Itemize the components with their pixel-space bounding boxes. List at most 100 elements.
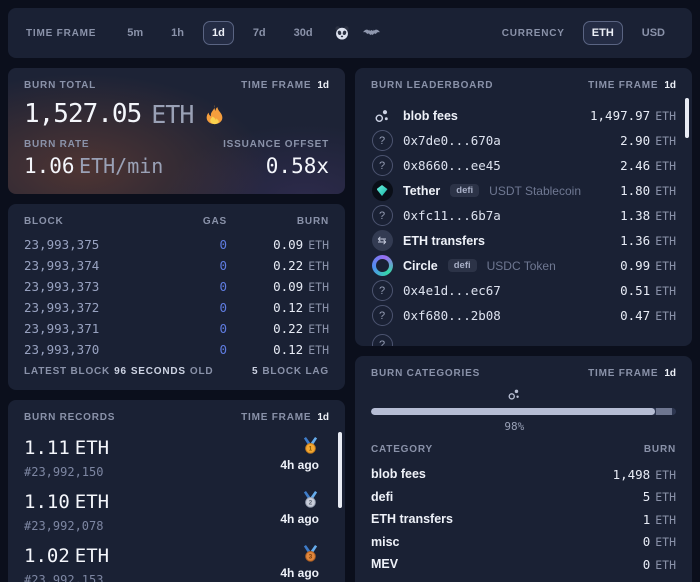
record-amount: 1.10 ETH [24, 491, 110, 513]
leaderboard-address: 0x7de0...670a [403, 133, 501, 148]
leaderboard-amount: 0.47 ETH [620, 308, 676, 323]
time-frame-selector: TIME FRAME 5m 1h 1d 7d 30d [26, 21, 382, 45]
leaderboard-amount: 2.90 ETH [620, 133, 676, 148]
burn-column-header: BURN [296, 216, 329, 227]
leaderboard-amount: 0.51 ETH [620, 283, 676, 298]
leaderboard-detail: USDT Stablecoin [489, 183, 581, 198]
silver-medal-icon: 2 [302, 491, 319, 508]
svg-text:2: 2 [309, 500, 313, 507]
leaderboard-address: 0x8660...ee45 [403, 158, 501, 173]
leaderboard-row[interactable]: ? 0x8660...ee45 2.46 ETH [371, 153, 676, 178]
bronze-medal-icon: 3 [302, 545, 319, 562]
unknown-contract-icon: ? [371, 205, 393, 226]
leaderboard-row[interactable]: Circle defi USDC Token 0.99 ETH [371, 253, 676, 278]
time-frame-1d-button[interactable]: 1d [202, 21, 234, 45]
time-frame-since-burn-button[interactable] [362, 23, 382, 43]
burn-leaderboard-title: BURN LEADERBOARD [371, 80, 494, 91]
record-block: #23,992,078 [24, 519, 104, 533]
record-block: #23,992,153 [24, 573, 104, 582]
time-frame-indicator: TIME FRAME 1d [241, 80, 329, 91]
latest-block-age: LATEST BLOCK 96 SECONDS OLD [24, 366, 214, 377]
burn-leaderboard-panel: BURN LEADERBOARD TIME FRAME 1d b [355, 68, 692, 346]
burn-total-unit: ETH [151, 99, 194, 129]
burn-total-title: BURN TOTAL [24, 80, 97, 91]
issuance-offset-label: ISSUANCE OFFSET [223, 139, 329, 150]
leaderboard-row[interactable]: blob fees 1,497.97 ETH [371, 103, 676, 128]
unknown-contract-icon: ? [371, 305, 393, 326]
time-frame-30d-button[interactable]: 30d [293, 27, 313, 39]
circle-usdc-icon [371, 255, 393, 276]
blob-fees-icon [371, 107, 393, 125]
leaderboard-amount: 1.80 ETH [620, 183, 676, 198]
leaderboard-address: 0xfc11...6b7a [403, 208, 501, 223]
currency-eth-button[interactable]: ETH [582, 21, 623, 45]
table-row: blob fees 1,498 ETH [371, 466, 676, 482]
list-item: 1.10 ETH #23,992,078 2 4h ago [24, 491, 329, 533]
time-frame-5m-button[interactable]: 5m [127, 27, 144, 39]
time-frame-1h-button[interactable]: 1h [171, 27, 184, 39]
unknown-contract-icon: ? [371, 280, 393, 301]
fire-icon [203, 103, 226, 126]
gas-column-header: GAS [202, 216, 227, 227]
top-bar: TIME FRAME 5m 1h 1d 7d 30d [8, 8, 692, 58]
list-item: 1.02 ETH #23,992,153 3 4h ago [24, 545, 329, 582]
leaderboard-amount: 2.46 ETH [620, 158, 676, 173]
issuance-offset-value: 0.58x [265, 154, 329, 178]
leaderboard-row[interactable]: ⇆ ETH transfers 1.36 ETH [371, 228, 676, 253]
block-lag: 5 BLOCK LAG [251, 366, 329, 377]
time-frame-indicator: TIME FRAME 1d [588, 368, 676, 379]
scrollbar[interactable] [685, 98, 689, 138]
unknown-contract-icon: ? [371, 334, 393, 346]
leaderboard-row[interactable]: ? 0xf680...2b08 0.47 ETH [371, 303, 676, 328]
table-row: misc 0 ETH [371, 534, 676, 550]
burn-rate-label: BURN RATE [24, 139, 90, 150]
burn-records-panel: BURN RECORDS TIME FRAME 1d 1.11 ETH #23,9… [8, 400, 345, 582]
time-frame-indicator: TIME FRAME 1d [241, 412, 329, 423]
record-amount: 1.11 ETH [24, 437, 110, 459]
table-row: defi 5 ETH [371, 489, 676, 505]
leaderboard-name: Circle [403, 258, 438, 273]
right-column: BURN LEADERBOARD TIME FRAME 1d b [355, 68, 692, 582]
leaderboard-row[interactable]: Tether defi USDT Stablecoin 1.80 ETH [371, 178, 676, 203]
bat-icon [363, 27, 381, 39]
record-age: 4h ago [280, 458, 319, 472]
record-age: 4h ago [280, 512, 319, 526]
defi-badge: defi [447, 258, 477, 273]
burn-total-value: 1,527.05 [24, 99, 142, 129]
highlight-percent: 98% [504, 420, 525, 433]
category-progress-bar[interactable] [371, 408, 676, 415]
panda-icon [334, 25, 350, 41]
block-column-header: BLOCK [24, 216, 64, 227]
blob-fees-indicator-icon [507, 387, 522, 402]
time-frame-since-merge-button[interactable] [332, 23, 352, 43]
gold-medal-icon: 1 [302, 437, 319, 454]
table-row: MEV 0 ETH [371, 556, 676, 572]
leaderboard-amount: 1.36 ETH [620, 233, 676, 248]
table-row: 23,993,373 0 0.09 ETH [24, 279, 329, 294]
table-row: 23,993,375 0 0.09 ETH [24, 237, 329, 252]
table-row: 23,993,371 0 0.22 ETH [24, 321, 329, 336]
leaderboard-row[interactable]: ? [371, 332, 676, 346]
unknown-contract-icon: ? [371, 155, 393, 176]
leaderboard-address: 0x4e1d...ec67 [403, 283, 501, 298]
leaderboard-row[interactable]: ? 0xfc11...6b7a 1.38 ETH [371, 203, 676, 228]
currency-usd-button[interactable]: USD [641, 27, 665, 39]
time-frame-indicator: TIME FRAME 1d [588, 80, 676, 91]
leaderboard-row[interactable]: ? 0x4e1d...ec67 0.51 ETH [371, 278, 676, 303]
time-frame-7d-button[interactable]: 7d [252, 27, 266, 39]
latest-blocks-panel: BLOCK GAS BURN 23,993,375 0 0.09 ETH 23,9… [8, 204, 345, 390]
burn-categories-title: BURN CATEGORIES [371, 368, 481, 379]
record-age: 4h ago [280, 566, 319, 580]
svg-text:3: 3 [309, 554, 313, 561]
leaderboard-amount: 0.99 ETH [620, 258, 676, 273]
record-amount: 1.02 ETH [24, 545, 110, 567]
scrollbar[interactable] [338, 432, 342, 508]
leaderboard-row[interactable]: ? 0x7de0...670a 2.90 ETH [371, 128, 676, 153]
burn-categories-panel: BURN CATEGORIES TIME FRAME 1d [355, 356, 692, 582]
progress-secondary [655, 408, 673, 415]
record-block: #23,992,150 [24, 465, 104, 479]
table-row: ETH transfers 1 ETH [371, 511, 676, 527]
currency-label: CURRENCY [501, 27, 565, 39]
